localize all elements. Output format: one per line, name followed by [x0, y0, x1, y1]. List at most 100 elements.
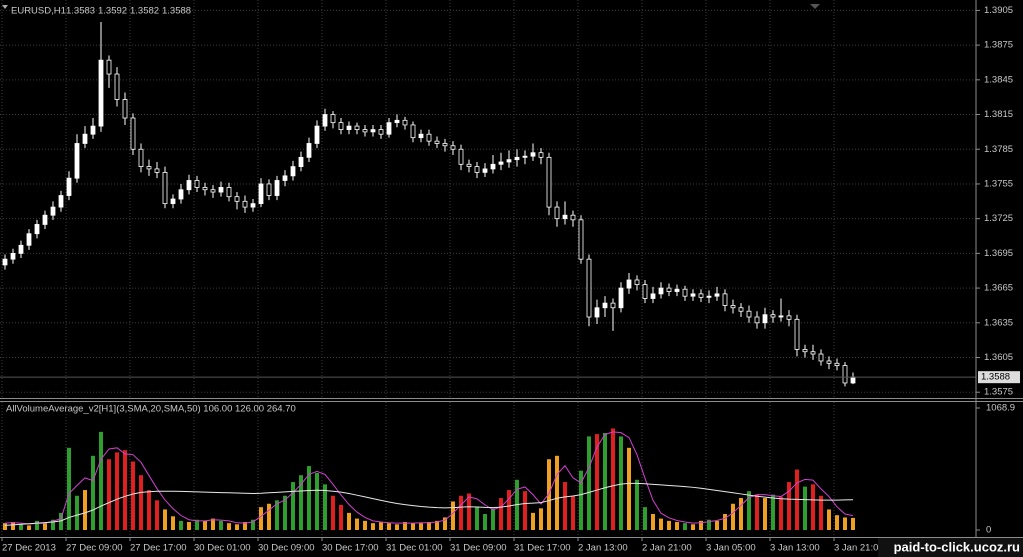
y-tick-label: 1.3575: [984, 387, 1013, 398]
candle-body: [690, 293, 696, 297]
volume-bar: [115, 452, 119, 530]
candle-body: [682, 288, 688, 297]
volume-bar: [131, 461, 135, 530]
candle-body: [458, 148, 464, 165]
candle-body: [578, 219, 584, 260]
candle-body: [154, 168, 160, 173]
candle-body: [834, 362, 840, 367]
volume-bar: [411, 523, 415, 530]
volume-bar: [427, 522, 431, 530]
volume-bar: [299, 475, 303, 530]
candle-body: [762, 314, 768, 324]
volume-bar: [491, 508, 495, 530]
candle-body: [674, 288, 680, 292]
candle-body: [378, 129, 384, 135]
candle-body: [138, 148, 144, 168]
volume-bar: [51, 519, 55, 530]
volume-bar: [67, 447, 71, 530]
candle-body: [770, 314, 776, 318]
price-label: 1.3588: [981, 372, 1010, 383]
volume-bar: [451, 501, 455, 530]
x-tick-label: 30 Dec 09:00: [258, 543, 315, 554]
volume-bar: [171, 516, 175, 530]
volume-bar: [563, 482, 567, 530]
candle-body: [362, 129, 368, 133]
candle-body: [474, 166, 480, 173]
candle-body: [562, 214, 568, 220]
volume-bar: [195, 519, 199, 530]
volume-bar: [715, 520, 719, 530]
candle-body: [426, 133, 432, 142]
candle-body: [810, 351, 816, 355]
x-tick-label: 27 Dec 09:00: [66, 543, 123, 554]
candle-body: [706, 295, 712, 298]
candle-body: [306, 143, 312, 158]
candle-body: [90, 125, 96, 135]
candle-body: [202, 187, 208, 191]
candle-body: [658, 287, 664, 295]
y-tick-label: 1.3635: [984, 317, 1013, 328]
volume-bar: [835, 515, 839, 530]
volume-bar: [555, 455, 559, 530]
volume-bar: [179, 520, 183, 530]
candle-body: [786, 315, 792, 320]
candle-body: [434, 140, 440, 144]
candle-body: [386, 122, 392, 135]
volume-bar: [123, 450, 127, 530]
volume-bar: [395, 524, 399, 530]
volume-bar: [259, 507, 263, 530]
candle-body: [346, 125, 352, 130]
candle-body: [10, 252, 16, 260]
y-tick-label: 1.3875: [984, 40, 1013, 51]
candle-body: [450, 145, 456, 150]
candle-body: [242, 200, 248, 208]
candle-body: [698, 293, 704, 298]
last-low: 1.3582: [130, 6, 159, 17]
candle-body: [2, 258, 8, 266]
candle-body: [466, 163, 472, 168]
volume-bar: [227, 523, 231, 530]
volume-bar: [83, 490, 87, 530]
candle-body: [594, 307, 600, 318]
shift-marker: [810, 4, 820, 9]
volume-bar: [371, 523, 375, 530]
candle-body: [18, 244, 24, 254]
indicator-title: AllVolumeAverage_v2[H1](3,SMA,20,SMA,50)…: [6, 404, 296, 415]
menu-arrow[interactable]: [2, 5, 8, 9]
volume-bar: [163, 509, 167, 530]
candle-body: [530, 152, 536, 157]
candle-body: [842, 365, 848, 384]
candle-body: [650, 293, 656, 299]
last-open: 1.3583: [66, 6, 95, 17]
price-label-bg: [978, 371, 1020, 384]
candle-body: [210, 189, 216, 193]
volume-bar: [267, 503, 271, 530]
x-tick-label: 2 Jan 13:00: [578, 543, 628, 554]
candle-body: [26, 233, 32, 246]
candle-body: [74, 143, 80, 179]
volume-bar: [619, 436, 623, 530]
candle-body: [602, 302, 608, 309]
volume-bar: [691, 524, 695, 530]
volume-bar: [723, 514, 727, 530]
last-high: 1.3592: [98, 6, 127, 17]
volume-bar: [387, 523, 391, 530]
y-tick-label: 1.3785: [984, 144, 1013, 155]
candle-body: [98, 59, 104, 127]
candle-body: [546, 156, 552, 208]
x-tick-label: 27 Dec 17:00: [130, 543, 187, 554]
volume-bar: [291, 482, 295, 530]
volume-bar: [579, 470, 583, 530]
candle-body: [42, 214, 48, 225]
volume-bar: [139, 475, 143, 530]
symbol-title: EURUSD,H1: [11, 6, 66, 17]
volume-bar: [459, 495, 463, 530]
candle-body: [34, 224, 40, 235]
candle-body: [714, 293, 720, 297]
x-tick-label: 2 Jan 21:00: [642, 543, 692, 554]
volume-bar: [731, 503, 735, 530]
volume-bar: [499, 498, 503, 530]
volume-bar: [531, 512, 535, 530]
volume-bar: [251, 519, 255, 530]
